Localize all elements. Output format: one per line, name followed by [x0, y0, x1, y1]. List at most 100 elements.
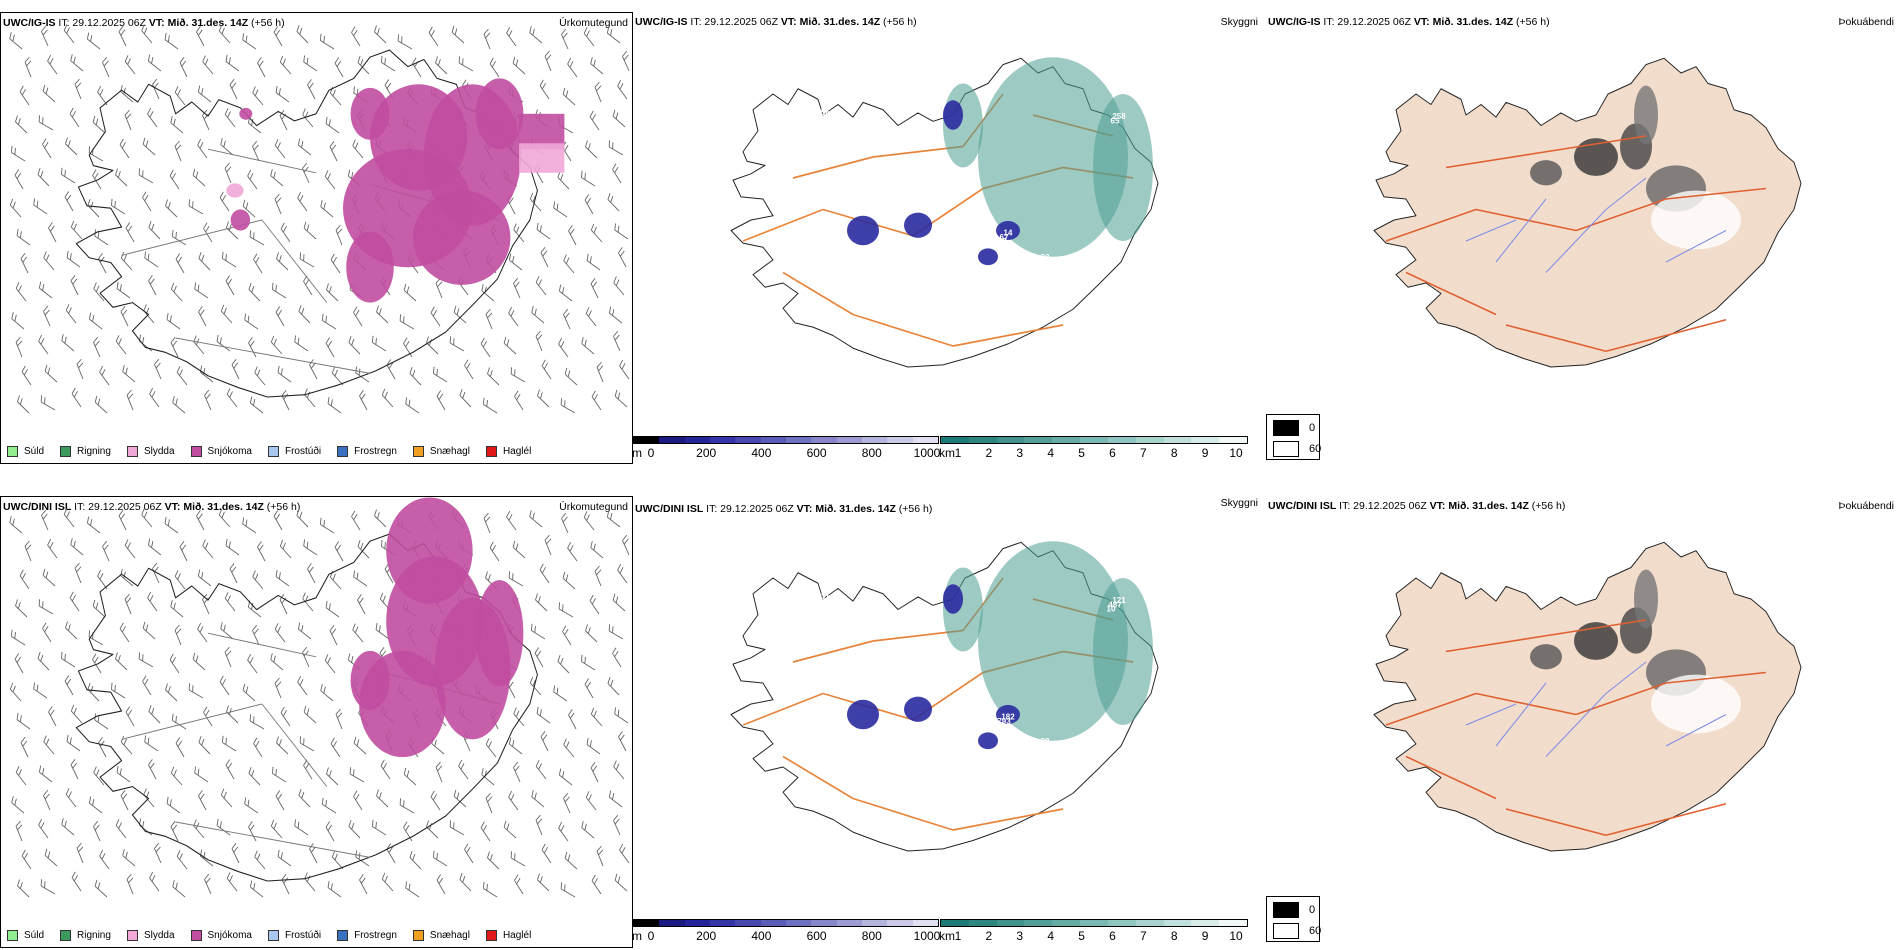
- precip-legend-item: Frostregn: [337, 446, 397, 457]
- precip-type-map: [9, 24, 630, 414]
- wind-barb: [412, 57, 422, 78]
- wind-barb: [172, 396, 186, 414]
- wind-barb: [485, 792, 493, 814]
- wind-barb: [612, 163, 622, 184]
- ceiling-value-label: 41: [852, 136, 861, 145]
- precip-legend-label: Frostúði: [284, 930, 322, 941]
- precip-legend-item: Frostúði: [267, 446, 321, 457]
- ceiling-value-label: 392: [919, 189, 933, 198]
- road-line: [852, 797, 954, 831]
- precip-legend-label: Snæhagl: [429, 446, 470, 457]
- wind-barb: [325, 116, 340, 134]
- wind-barb: [508, 253, 523, 271]
- wind-barb: [459, 873, 472, 892]
- scale-color-step: [811, 437, 837, 443]
- wind-barb: [432, 850, 448, 867]
- wind-barb: [70, 538, 84, 556]
- wind-barb: [102, 540, 110, 562]
- wind-barb: [563, 738, 575, 758]
- wind-barb: [248, 337, 257, 358]
- precip-legend-label: Súld: [24, 446, 45, 457]
- wind-barb: [562, 625, 572, 646]
- wind-barb: [14, 653, 24, 674]
- wind-barb: [197, 622, 208, 643]
- wind-barb: [170, 600, 184, 618]
- lead-time: (+56 h): [251, 17, 285, 29]
- wind-barb: [65, 621, 78, 640]
- wind-barb: [376, 789, 389, 808]
- wind-barb: [618, 247, 627, 268]
- wind-barb: [325, 821, 335, 842]
- wind-barb: [563, 792, 571, 814]
- wind-barb: [33, 198, 48, 215]
- fog-scale-legend: 0 60: [1266, 414, 1321, 460]
- wind-barb: [386, 359, 396, 380]
- wind-barb: [352, 623, 364, 643]
- low-cloud-area: [943, 584, 963, 614]
- wind-barb: [277, 849, 292, 867]
- wind-barb: [320, 684, 334, 702]
- precip-legend-swatch: [337, 930, 349, 941]
- wind-barb: [535, 760, 547, 780]
- wind-barb: [125, 222, 135, 243]
- wind-barb: [192, 652, 206, 671]
- wind-barb: [537, 389, 550, 408]
- ceiling-value-label: 357: [923, 668, 937, 677]
- wind-barb: [351, 510, 361, 531]
- valid-time: VT: Mið. 31.des. 14Z: [1413, 16, 1514, 28]
- wind-barb: [374, 25, 387, 44]
- wind-barb: [248, 821, 257, 842]
- wind-barb: [102, 56, 110, 78]
- wind-barb: [193, 819, 205, 839]
- scale-tick-label: 4: [1047, 446, 1054, 460]
- wind-barb: [327, 880, 342, 898]
- wind-barb: [61, 334, 75, 352]
- wind-barb: [558, 337, 569, 358]
- wind-barb: [612, 593, 626, 612]
- wind-barb: [199, 365, 214, 383]
- wind-barb: [202, 539, 214, 559]
- wind-barb: [436, 390, 446, 411]
- road-line: [1605, 318, 1727, 353]
- wind-barb: [297, 138, 312, 156]
- wind-barb: [142, 621, 156, 640]
- ceiling-value-label: 256: [816, 108, 830, 117]
- precip-legend-item: Súld: [7, 446, 44, 457]
- wind-barb: [179, 57, 188, 78]
- wind-barb: [74, 78, 82, 100]
- wind-barb: [74, 562, 82, 584]
- wind-barb: [353, 736, 367, 755]
- wind-barb: [138, 168, 154, 184]
- scale-color-step: [1135, 920, 1164, 926]
- wind-barb: [216, 818, 231, 836]
- wind-barb: [244, 797, 259, 814]
- wind-barb: [119, 138, 130, 159]
- river-line: [1495, 198, 1547, 263]
- wind-barb: [553, 685, 568, 702]
- wind-barb: [357, 540, 370, 559]
- wind-barb: [192, 168, 206, 187]
- ceiling-value-label: 84: [1078, 277, 1087, 286]
- cloud-base-scale: m 0 200 400 600 800 1000: [633, 436, 940, 462]
- wind-barb: [530, 623, 546, 640]
- wind-barb: [225, 275, 235, 296]
- wind-barb: [487, 367, 500, 386]
- wind-barb: [174, 570, 186, 590]
- wind-barb: [41, 509, 49, 531]
- wind-barb: [65, 137, 78, 156]
- wind-barb: [218, 508, 231, 528]
- wind-barb: [584, 678, 594, 699]
- wind-barb: [87, 683, 100, 702]
- wind-barb: [42, 568, 56, 587]
- wind-barb: [294, 335, 309, 352]
- precip-legend-swatch: [412, 446, 424, 457]
- wind-barb: [43, 789, 51, 811]
- ceiling-value-label: 190: [886, 644, 900, 653]
- wind-barb: [164, 32, 179, 50]
- wind-barb: [541, 843, 552, 864]
- wind-barb: [279, 594, 288, 615]
- snowfall-area: [239, 107, 253, 120]
- wind-barb: [174, 624, 182, 646]
- wind-barb: [9, 682, 22, 702]
- wind-barb: [279, 539, 292, 559]
